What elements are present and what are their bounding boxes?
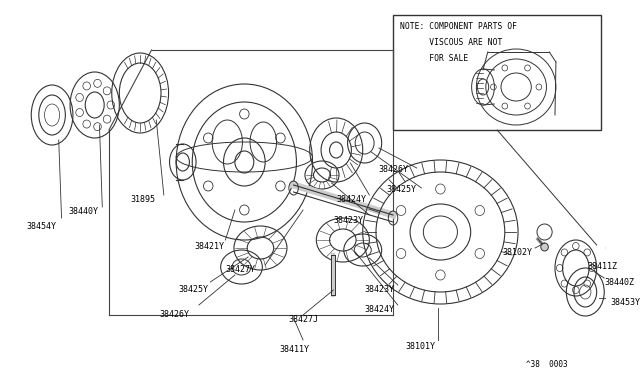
Text: 38423Y: 38423Y — [365, 285, 395, 294]
Circle shape — [541, 243, 548, 251]
Text: 38101Y: 38101Y — [405, 342, 435, 351]
Text: 38426Y: 38426Y — [159, 310, 189, 319]
Text: 38427Y: 38427Y — [225, 265, 255, 274]
Text: VISCOUS ARE NOT: VISCOUS ARE NOT — [399, 38, 502, 47]
Text: 38102Y: 38102Y — [502, 248, 532, 257]
Text: 38453Y: 38453Y — [611, 298, 640, 307]
Bar — [393, 15, 602, 130]
Text: 38425Y: 38425Y — [178, 285, 208, 294]
Text: 38421Y: 38421Y — [194, 242, 224, 251]
Text: 38425Y: 38425Y — [387, 185, 417, 194]
Text: 38454Y: 38454Y — [26, 222, 56, 231]
Text: 38440Z: 38440Z — [604, 278, 634, 287]
Text: FOR SALE: FOR SALE — [399, 54, 468, 63]
Text: 38411Z: 38411Z — [587, 262, 617, 271]
Text: 38423Y: 38423Y — [333, 216, 364, 225]
Text: NOTE: COMPONENT PARTS OF: NOTE: COMPONENT PARTS OF — [399, 22, 516, 31]
Text: 38424Y: 38424Y — [365, 305, 395, 314]
Text: 38411Y: 38411Y — [280, 345, 309, 354]
Text: 31895: 31895 — [131, 195, 156, 204]
Text: ^38  0003: ^38 0003 — [525, 360, 567, 369]
Text: 38424Y: 38424Y — [336, 195, 366, 204]
Text: 38426Y: 38426Y — [379, 165, 409, 174]
Text: 38440Y: 38440Y — [68, 207, 98, 216]
Text: 38427J: 38427J — [289, 315, 319, 324]
